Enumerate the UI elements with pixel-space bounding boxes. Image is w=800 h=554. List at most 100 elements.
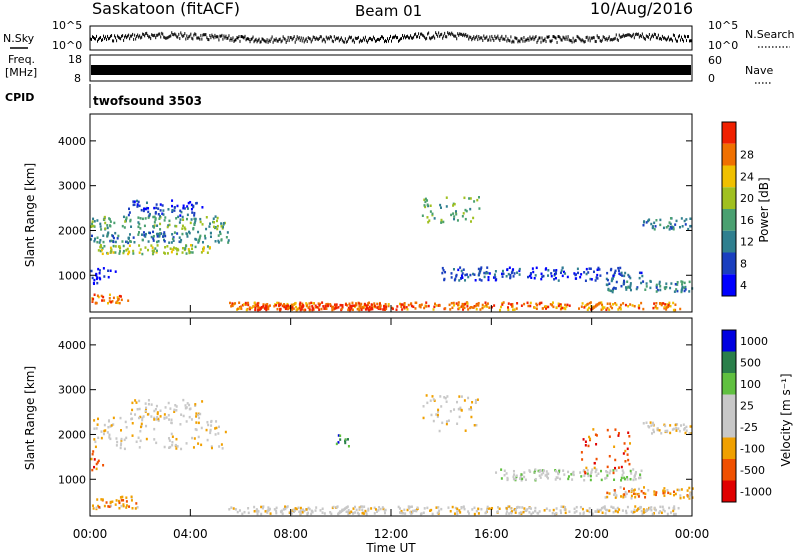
range-cell [166, 225, 169, 229]
range-cell [447, 506, 450, 509]
range-cell [534, 477, 537, 481]
range-cell [190, 218, 193, 221]
range-cell [99, 222, 102, 226]
range-cell [364, 308, 367, 311]
colorbar-swatch [722, 230, 736, 253]
nsky-point [125, 34, 127, 38]
range-cell [478, 271, 481, 274]
range-cell [629, 477, 632, 481]
range-cell [341, 306, 344, 309]
range-cell [669, 226, 672, 229]
range-cell [608, 435, 611, 438]
range-cell [195, 202, 198, 205]
range-cell [596, 303, 599, 306]
nsky-point [540, 40, 542, 44]
nsky-point [219, 34, 221, 38]
nsky-point [319, 35, 321, 39]
range-cell [505, 510, 508, 513]
range-cell [177, 248, 180, 252]
nsky-point [212, 35, 214, 39]
nsky-point [247, 36, 249, 40]
range-cell [153, 215, 156, 219]
range-cell [310, 512, 313, 516]
range-cell [192, 226, 195, 230]
range-cell [406, 308, 409, 311]
range-cell [581, 507, 584, 511]
range-cell [91, 468, 94, 472]
nsky-point [610, 37, 612, 41]
nsky-point [407, 34, 409, 38]
range-cell [163, 417, 166, 420]
nsky-point [478, 35, 480, 39]
range-cell [155, 206, 158, 210]
range-cell [208, 246, 211, 249]
freq-tick-bottom: 8 [74, 72, 81, 85]
nsky-point [385, 40, 387, 44]
range-cell [171, 435, 174, 438]
nsky-point [297, 37, 299, 41]
nsky-point [284, 37, 286, 41]
range-cell [642, 223, 645, 227]
range-cell [614, 428, 617, 431]
range-cell [230, 506, 233, 509]
range-cell [628, 462, 631, 466]
range-cell [477, 196, 480, 199]
range-cell [611, 290, 614, 294]
range-cell [559, 307, 562, 311]
nsky-point [564, 37, 566, 41]
range-cell [178, 221, 181, 224]
range-cell [469, 273, 472, 277]
range-cell [122, 244, 125, 248]
range-cell [377, 509, 380, 512]
range-cell [142, 209, 145, 213]
range-cell [472, 306, 475, 309]
range-cell [434, 302, 437, 306]
range-cell [105, 501, 108, 504]
nsky-point [346, 39, 348, 43]
range-cell [562, 505, 565, 509]
nsky-point [286, 38, 288, 42]
nsky-point [676, 39, 678, 43]
range-cell [103, 244, 106, 248]
range-cell [653, 228, 656, 231]
range-cell [107, 425, 110, 429]
range-cell [642, 422, 645, 425]
range-cell [502, 301, 505, 304]
nsky-point [138, 35, 140, 39]
range-cell [247, 303, 250, 307]
nsky-point [190, 32, 192, 36]
nsky-point [360, 39, 362, 43]
nsky-point [114, 34, 116, 38]
nsky-point [520, 37, 522, 41]
range-cell [403, 305, 406, 308]
range-cell [438, 304, 441, 307]
range-cell [523, 302, 526, 306]
range-cell [138, 244, 141, 247]
range-cell [630, 472, 633, 475]
nsky-point [485, 36, 487, 40]
range-cell [647, 425, 650, 428]
range-cell [455, 273, 458, 277]
range-cell [534, 274, 537, 277]
range-cell [243, 510, 246, 514]
range-cell [163, 413, 166, 416]
nsky-point [662, 36, 664, 40]
range-cell [672, 490, 675, 494]
nsky-point [410, 34, 412, 38]
nsky-point [573, 40, 575, 44]
nsky-point [557, 35, 559, 39]
nsky-point [320, 35, 322, 39]
nsky-point [493, 38, 495, 42]
range-cell [407, 505, 410, 508]
range-cell [200, 443, 203, 447]
nsky-point [119, 36, 121, 40]
range-cell [210, 419, 213, 423]
range-cell [600, 478, 603, 482]
range-cell [525, 509, 528, 513]
nsky-point [600, 39, 602, 43]
range-cell [583, 478, 586, 482]
range-cell [681, 280, 684, 284]
range-cell [98, 269, 101, 272]
range-cell [496, 510, 499, 513]
y-tick-label: 4000 [58, 339, 86, 352]
